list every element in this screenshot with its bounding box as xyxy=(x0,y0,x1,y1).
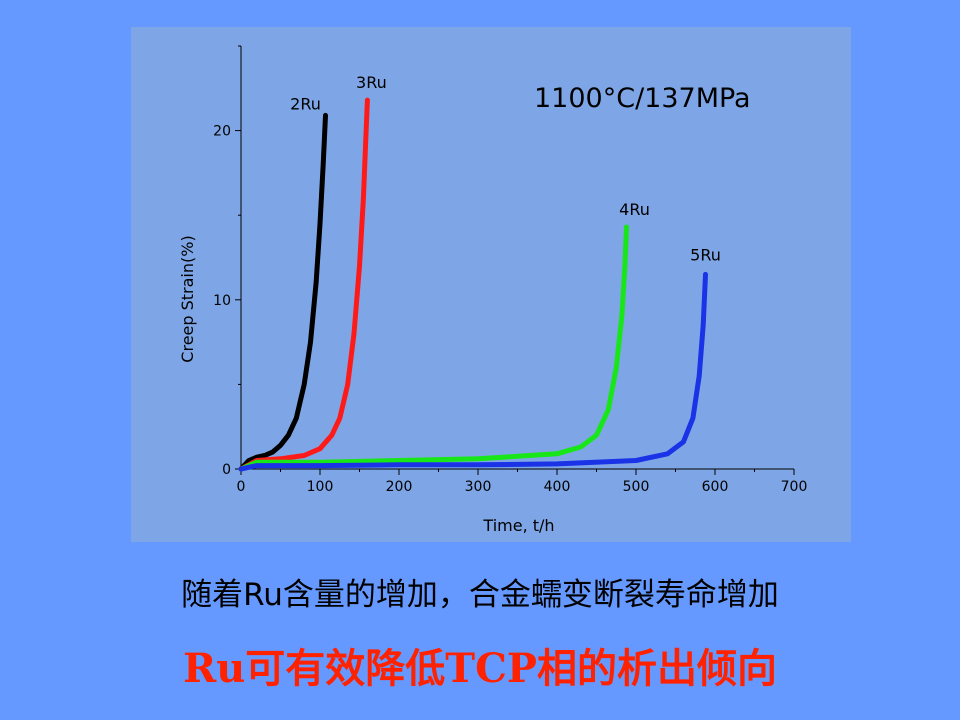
chart-panel: 0 100 200 300 400 500 600 700 0 10 20 2Ru 3Ru 4Ru 5Ru … xyxy=(131,27,851,542)
x-tick-label: 300 xyxy=(465,479,492,495)
y-tick-label: 20 xyxy=(213,124,231,140)
caption-text: 随着Ru含量的增加，合金蠕变断裂寿命增加 xyxy=(181,577,779,613)
y-tick-label: 10 xyxy=(213,293,231,309)
x-tick-label: 0 xyxy=(237,479,246,495)
x-axis-label: Time, t/h xyxy=(482,516,554,535)
series-label: 4Ru xyxy=(619,200,650,219)
series-line-4Ru xyxy=(238,224,629,472)
series-label: 2Ru xyxy=(290,94,321,113)
series-line-5Ru xyxy=(238,271,708,472)
x-tick-label: 400 xyxy=(544,479,571,495)
y-tick-label: 0 xyxy=(222,462,231,478)
x-tick-label: 700 xyxy=(781,479,808,495)
x-tick-label: 200 xyxy=(386,479,413,495)
x-tick-label: 500 xyxy=(623,479,650,495)
series-label: 3Ru xyxy=(356,73,387,92)
y-axis-label: Creep Strain(%) xyxy=(178,235,197,362)
headline-text: Ru可有效降低TCP相的析出倾向 xyxy=(182,645,777,692)
x-tick-label: 600 xyxy=(702,479,729,495)
series-label: 5Ru xyxy=(690,245,721,264)
chart-annotation: 1100°C/137MPa xyxy=(534,83,751,114)
series-line-2Ru xyxy=(238,112,328,472)
series-line-3Ru xyxy=(238,97,370,472)
creep-strain-chart: 0 100 200 300 400 500 600 700010202Ru3Ru4Ru5Ru … xyxy=(178,45,808,535)
x-tick-label: 100 xyxy=(307,479,334,495)
